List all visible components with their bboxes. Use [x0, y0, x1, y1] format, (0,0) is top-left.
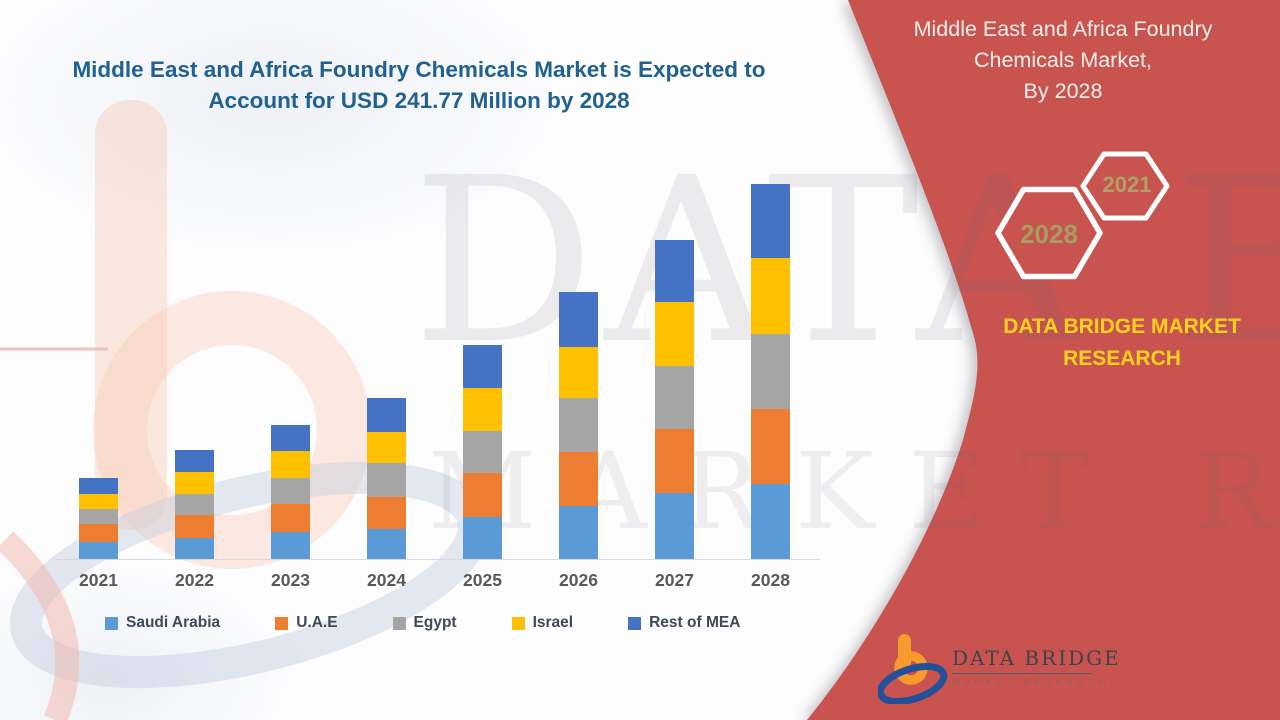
bar-segment-2024-u-a-e	[367, 497, 406, 529]
legend-swatch-icon	[511, 617, 525, 630]
bar-segment-2027-israel	[655, 302, 694, 366]
bar-segment-2026-israel	[559, 347, 598, 398]
data-bridge-logo-icon	[878, 634, 948, 704]
bar-segment-2025-saudi-arabia	[463, 517, 502, 559]
brand-text: DATA BRIDGE MARKET RESEARCH	[1003, 315, 1241, 370]
x-axis-label-2027: 2027	[655, 570, 694, 590]
logo-swoosh	[878, 662, 948, 704]
bar-segment-2028-rest-of-mea	[751, 184, 790, 258]
legend-label: Egypt	[413, 614, 457, 631]
bar-2024	[367, 398, 406, 559]
bar-segment-2023-israel	[271, 451, 310, 478]
bar-segment-2028-u-a-e	[751, 409, 790, 484]
bar-segment-2024-israel	[367, 432, 406, 463]
bar-2022	[175, 450, 214, 559]
bar-segment-2024-egypt	[367, 463, 406, 497]
bar-segment-2027-rest-of-mea	[655, 240, 694, 302]
hexagon-2028	[995, 186, 1103, 280]
bar-segment-2022-israel	[175, 472, 214, 494]
footer-logo-subtitle: MARKET RESEARCH	[952, 677, 1110, 688]
bar-segment-2023-u-a-e	[271, 504, 310, 532]
bar-segment-2027-u-a-e	[655, 429, 694, 493]
bar-segment-2023-rest-of-mea	[271, 425, 310, 451]
bar-segment-2026-u-a-e	[559, 452, 598, 506]
bar-segment-2026-egypt	[559, 398, 598, 452]
bar-segment-2025-u-a-e	[463, 473, 502, 517]
bar-segment-2021-u-a-e	[79, 524, 118, 542]
bar-segment-2021-rest-of-mea	[79, 478, 118, 494]
x-axis-label-2026: 2026	[559, 570, 598, 590]
legend-label: Israel	[532, 614, 574, 631]
bar-segment-2026-saudi-arabia	[559, 506, 598, 559]
panel-title-line2: Chemicals Market,	[973, 48, 1152, 72]
legend-item-egypt: Egypt	[392, 614, 457, 632]
legend-swatch-icon	[628, 617, 642, 630]
bar-2028	[751, 184, 790, 559]
x-axis-label-2024: 2024	[367, 570, 406, 590]
legend-item-israel: Israel	[511, 614, 574, 632]
bar-segment-2025-egypt	[463, 431, 502, 473]
bar-segment-2024-rest-of-mea	[367, 398, 406, 432]
footer-logo-rule	[952, 673, 1092, 674]
x-axis-label-2025: 2025	[463, 570, 502, 590]
bar-segment-2028-egypt	[751, 334, 790, 409]
bar-segment-2022-u-a-e	[175, 515, 214, 538]
bar-2025	[463, 345, 502, 559]
bar-segment-2026-rest-of-mea	[559, 292, 598, 347]
watermark-b-bowl	[93, 291, 371, 569]
bar-segment-2025-rest-of-mea	[463, 345, 502, 388]
plot-area	[55, 150, 820, 560]
panel-title-line1: Middle East and Africa Foundry	[913, 17, 1213, 41]
x-axis-label-2028: 2028	[751, 570, 790, 590]
bar-segment-2027-saudi-arabia	[655, 493, 694, 559]
panel-title-line3: By 2028	[1023, 79, 1103, 103]
legend-item-rest-of-mea: Rest of MEA	[628, 614, 740, 632]
hexagon-2021-label: 2021	[1102, 172, 1152, 197]
legend-label: Rest of MEA	[649, 614, 741, 631]
bar-segment-2023-egypt	[271, 478, 310, 504]
bar-2027	[655, 240, 694, 559]
bar-segment-2028-saudi-arabia	[751, 484, 790, 559]
footer-logo-name: DATA BRIDGE	[952, 646, 1121, 670]
legend-swatch-icon	[392, 617, 406, 630]
bar-2026	[559, 292, 598, 559]
hexagon-2021	[1080, 151, 1170, 221]
hexagon-2028-label: 2028	[1020, 219, 1078, 249]
bar-segment-2025-israel	[463, 388, 502, 431]
bar-segment-2024-saudi-arabia	[367, 529, 406, 559]
bar-segment-2027-egypt	[655, 366, 694, 429]
bar-segment-2021-israel	[79, 494, 118, 509]
panel-title: Middle East and Africa Foundry Chemicals…	[880, 14, 1246, 107]
bar-segment-2028-israel	[751, 258, 790, 334]
bar-segment-2022-egypt	[175, 494, 214, 515]
footer-logo-text: DATA BRIDGE MARKET RESEARCH	[952, 646, 1121, 688]
bar-segment-2021-egypt	[79, 509, 118, 524]
bar-segment-2022-rest-of-mea	[175, 450, 214, 472]
